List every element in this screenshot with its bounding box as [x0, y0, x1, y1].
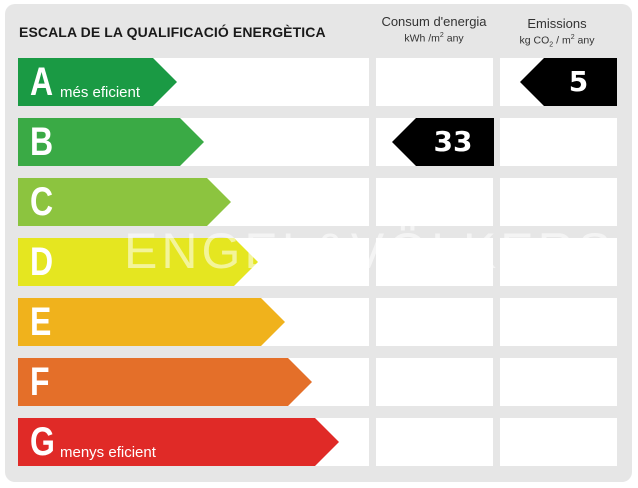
rating-caption: més eficient — [60, 84, 141, 101]
scale-title: ESCALA DE LA QUALIFICACIÓ ENERGÈTICA — [19, 24, 326, 40]
rating-letter: F — [30, 360, 50, 404]
emissions-cell-f — [500, 358, 617, 406]
consumption-cell-c — [376, 178, 493, 226]
rating-row-c: C — [18, 178, 369, 226]
rating-letter: D — [30, 240, 54, 284]
rating-row-d: D — [18, 238, 369, 286]
emissions-cell-d — [500, 238, 617, 286]
emissions-value: 5 — [568, 65, 589, 98]
emissions-rating-marker: 5 — [520, 58, 617, 106]
emissions-cell-c — [500, 178, 617, 226]
rating-band-e: E — [18, 298, 285, 346]
rating-row-f: F — [18, 358, 369, 406]
emissions-header: Emissions kg CO2 / m2 any — [496, 16, 618, 49]
emissions-unit: kg CO2 / m2 any — [519, 34, 595, 49]
rating-band-f: F — [18, 358, 312, 406]
consumption-label: Consum d'energia — [381, 14, 487, 29]
consumption-cell-a — [376, 58, 493, 106]
consumption-cell-f — [376, 358, 493, 406]
rating-letter: B — [30, 120, 54, 164]
rating-letter: C — [30, 180, 54, 224]
emissions-cell-b — [500, 118, 617, 166]
consumption-cell-e — [376, 298, 493, 346]
emissions-label: Emissions — [527, 16, 587, 31]
emissions-cell-e — [500, 298, 617, 346]
consumption-cell-g — [376, 418, 493, 466]
consumption-unit: kWh /m2 any — [404, 32, 464, 45]
watermark: ENGEL&VÖLKERS — [124, 223, 616, 279]
rating-caption: menys eficient — [60, 444, 156, 461]
rating-letter: E — [30, 300, 52, 344]
rating-band-d: D — [18, 238, 258, 286]
rating-band-b: B — [18, 118, 204, 166]
consumption-cell-d — [376, 238, 493, 286]
consumption-header: Consum d'energia kWh /m2 any — [370, 14, 498, 45]
rating-letter: G — [30, 420, 55, 464]
emissions-cell-g — [500, 418, 617, 466]
rating-band-c: C — [18, 178, 231, 226]
consumption-rating-marker: 33 — [392, 118, 494, 166]
rating-row-e: E — [18, 298, 369, 346]
rating-row-b: B — [18, 118, 369, 166]
rating-letter: A — [30, 60, 54, 104]
consumption-value: 33 — [433, 125, 473, 158]
